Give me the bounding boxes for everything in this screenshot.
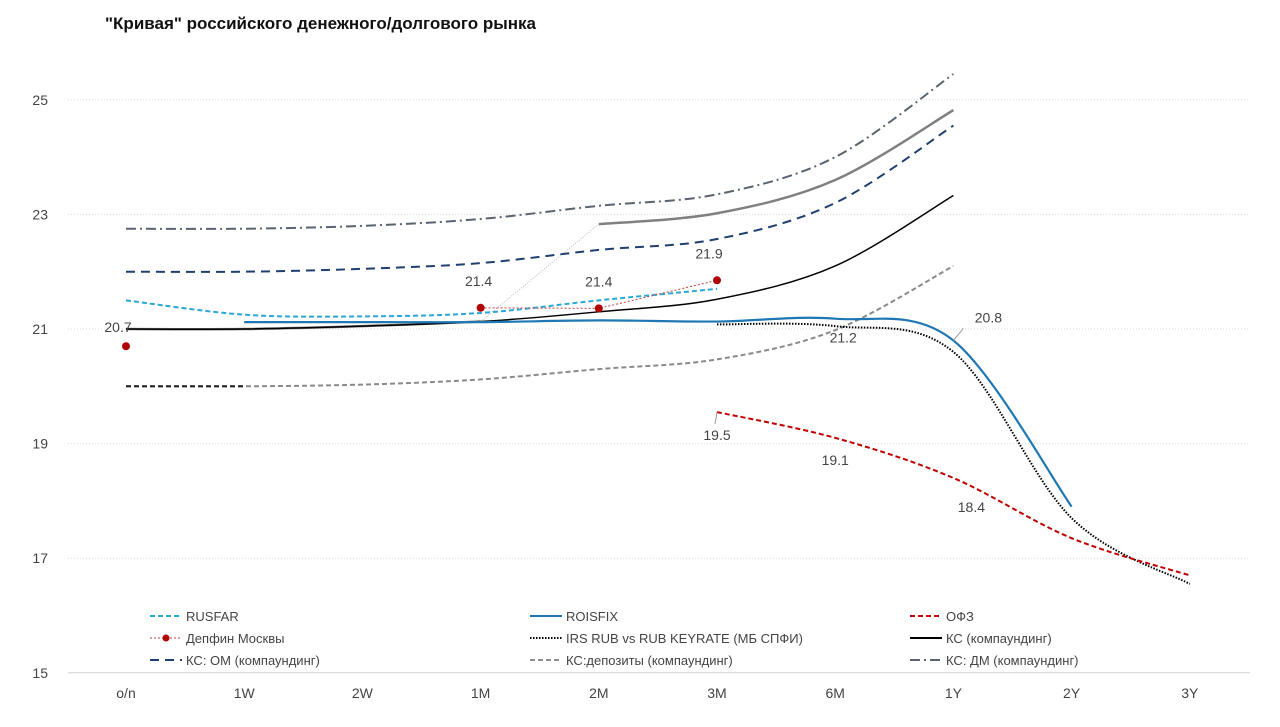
series-line	[716, 322, 1191, 585]
series-line	[125, 287, 718, 318]
y-tick-label: 19	[32, 436, 48, 452]
data-label: 21.2	[830, 330, 857, 346]
series-Депфин Москвы	[122, 276, 721, 351]
legend-item: RUSFAR	[150, 609, 239, 624]
leader-line	[714, 412, 718, 425]
leader-line	[953, 328, 964, 341]
legend-item: ROISFIX	[530, 609, 618, 624]
legend-marker	[162, 634, 170, 642]
data-label: 21.4	[585, 273, 612, 289]
legend-item: КС:депозиты (компаундинг)	[530, 653, 733, 668]
legend-label: КС:депозиты (компаундинг)	[566, 653, 733, 668]
series-RUSFAR	[125, 287, 718, 318]
series-ОФЗ	[716, 411, 1191, 577]
x-tick-label: 1Y	[945, 685, 963, 701]
data-label: 21.4	[465, 273, 492, 289]
legend-item: КС: ДМ (компаундинг)	[910, 653, 1079, 668]
x-tick-label: 1W	[234, 685, 256, 701]
series-КС: ОМ (компаундинг)	[125, 124, 954, 273]
series-line	[598, 109, 955, 226]
chart-title: "Кривая" российского денежного/долгового…	[105, 14, 537, 33]
data-label: 21.9	[695, 245, 722, 261]
series-ks-scenario	[125, 109, 955, 331]
legend-item: ОФЗ	[910, 609, 974, 624]
legend-item: КС: ОМ (компаундинг)	[150, 653, 320, 668]
y-tick-label: 23	[32, 206, 48, 222]
y-tick-label: 15	[32, 665, 48, 681]
x-tick-label: 2M	[589, 685, 608, 701]
x-tick-label: o/n	[116, 685, 135, 701]
y-tick-label: 17	[32, 550, 48, 566]
legend: RUSFAR ROISFIX ОФЗ Депфин Москвы IRS RUB vs …	[150, 609, 1079, 668]
data-label: 19.1	[822, 452, 849, 468]
series-line	[125, 265, 954, 388]
series-КС:депозиты (компаундинг)	[125, 265, 954, 388]
x-tick-label: 6M	[825, 685, 844, 701]
data-label: 18.4	[958, 499, 985, 515]
legend-item: IRS RUB vs RUB KEYRATE (МБ СПФИ)	[530, 631, 803, 646]
data-label: 20.8	[975, 309, 1002, 325]
legend-label: ROISFIX	[566, 609, 618, 624]
legend-label: КС: ОМ (компаундинг)	[186, 653, 320, 668]
data-point	[594, 304, 603, 313]
legend-label: IRS RUB vs RUB KEYRATE (МБ СПФИ)	[566, 631, 803, 646]
legend-label: ОФЗ	[946, 609, 974, 624]
series-line	[125, 124, 954, 273]
x-tick-label: 2Y	[1063, 685, 1081, 701]
y-tick-label: 25	[32, 92, 48, 108]
series-ROISFIX	[244, 316, 1073, 508]
data-label: 19.5	[703, 427, 730, 443]
series-КС (компаундинг)	[125, 194, 954, 330]
connector-line	[480, 223, 600, 322]
legend-label: КС: ДМ (компаундинг)	[946, 653, 1079, 668]
legend-item: Депфин Москвы	[150, 631, 284, 646]
legend-item: КС (компаундинг)	[910, 631, 1052, 646]
x-tick-label: 3Y	[1181, 685, 1199, 701]
series-line	[125, 194, 954, 330]
series-line	[244, 316, 1073, 508]
legend-label: Депфин Москвы	[186, 631, 284, 646]
data-point	[476, 303, 485, 312]
data-point	[713, 276, 721, 285]
data-label: 20.7	[104, 319, 131, 335]
series-line	[716, 411, 1191, 577]
data-point	[122, 342, 130, 351]
legend-label: КС (компаундинг)	[946, 631, 1052, 646]
legend-label: RUSFAR	[186, 609, 239, 624]
x-tick-label: 1M	[471, 685, 490, 701]
y-tick-label: 21	[32, 321, 48, 337]
x-tick-label: 2W	[352, 685, 374, 701]
x-tick-label: 3M	[707, 685, 726, 701]
series-IRS RUB vs RUB KEYRATE (МБ СПФИ)	[716, 322, 1191, 585]
